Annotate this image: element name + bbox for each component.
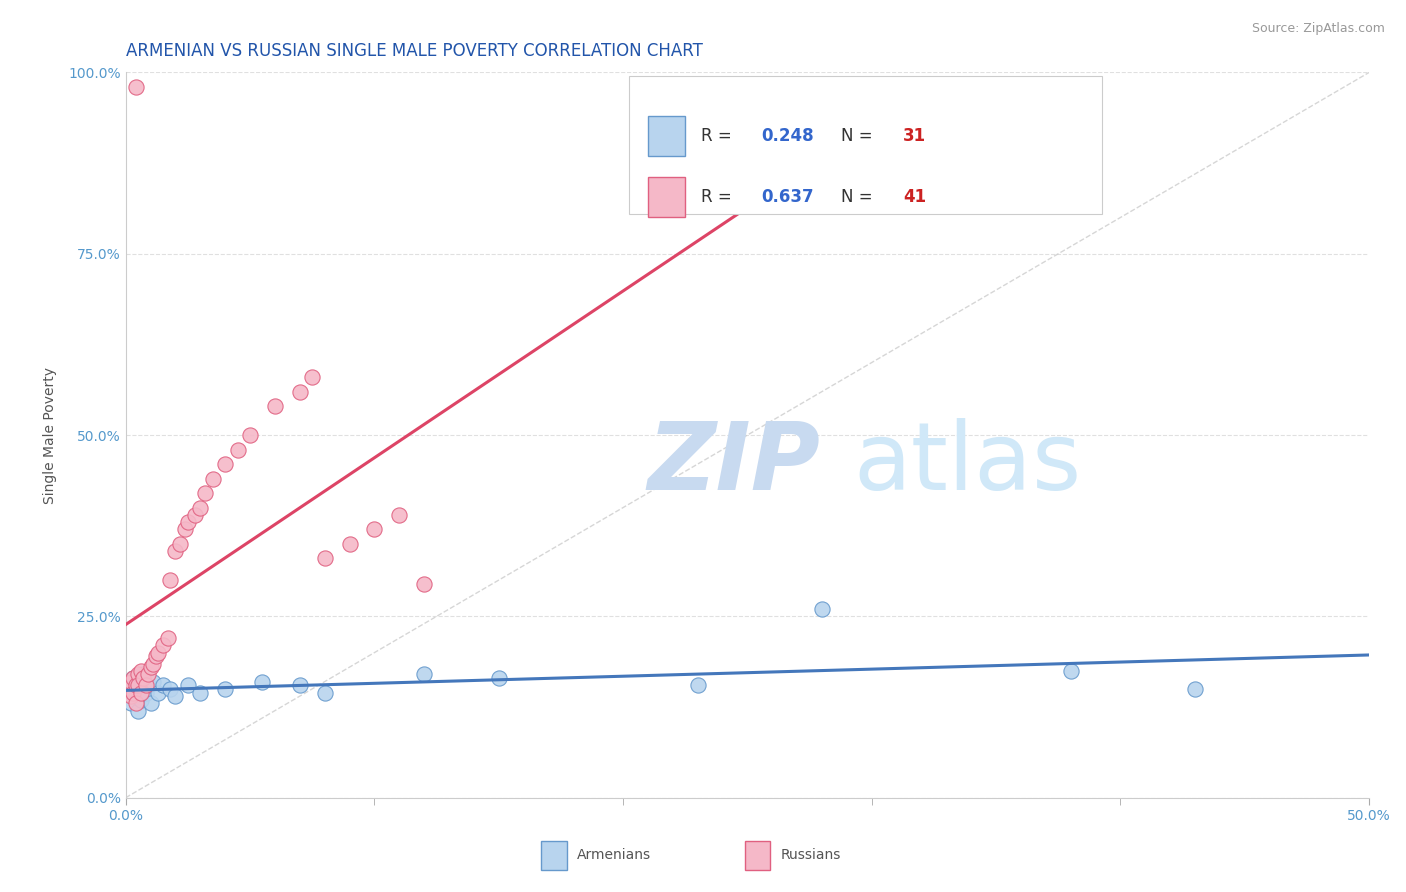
Point (301, 370, 323, 384)
Point (120, 674, 142, 689)
Point (252, 674, 274, 689)
Point (142, 674, 165, 689)
Point (159, 681, 181, 696)
Point (226, 442, 249, 457)
Point (488, 671, 510, 685)
Point (145, 649, 167, 664)
Point (124, 697, 146, 711)
Text: 41: 41 (903, 188, 927, 206)
FancyBboxPatch shape (648, 116, 685, 155)
Point (117, 681, 139, 696)
Text: Russians: Russians (780, 848, 841, 863)
Point (117, 681, 139, 696)
Point (388, 508, 411, 522)
Text: R =: R = (702, 127, 737, 145)
Point (152, 678, 174, 692)
Point (124, 689, 146, 703)
Point (686, 678, 709, 692)
Point (339, 537, 361, 551)
Point (201, 472, 224, 486)
Point (136, 667, 159, 681)
Point (132, 667, 155, 681)
Text: N =: N = (841, 188, 877, 206)
Point (129, 692, 152, 706)
Point (214, 457, 236, 471)
Point (139, 697, 162, 711)
Point (152, 639, 174, 653)
Point (132, 681, 155, 696)
Point (177, 678, 200, 692)
Point (413, 576, 436, 591)
Text: Armenians: Armenians (576, 848, 651, 863)
Point (188, 685, 211, 699)
Point (1060, 664, 1083, 678)
Text: Source: ZipAtlas.com: Source: ZipAtlas.com (1251, 22, 1385, 36)
Text: R =: R = (702, 188, 737, 206)
Point (136, 678, 159, 692)
Point (127, 667, 149, 681)
Point (127, 704, 149, 718)
Point (314, 685, 336, 699)
Point (159, 573, 181, 587)
Point (288, 384, 311, 399)
Point (413, 667, 436, 681)
Point (169, 537, 191, 551)
Point (177, 515, 200, 529)
Point (129, 685, 152, 699)
Text: 31: 31 (903, 127, 927, 145)
Point (174, 522, 197, 536)
Point (142, 657, 165, 671)
Point (122, 671, 145, 685)
Point (139, 660, 162, 674)
Point (132, 671, 155, 685)
FancyBboxPatch shape (648, 178, 685, 218)
Point (184, 508, 207, 522)
FancyBboxPatch shape (630, 76, 1102, 214)
Point (363, 522, 385, 536)
Point (194, 486, 217, 500)
Point (127, 678, 149, 692)
Point (811, 602, 834, 616)
Point (120, 697, 142, 711)
Text: ARMENIAN VS RUSSIAN SINGLE MALE POVERTY CORRELATION CHART: ARMENIAN VS RUSSIAN SINGLE MALE POVERTY … (125, 42, 703, 60)
Point (214, 681, 236, 696)
Text: 0.248: 0.248 (761, 127, 814, 145)
Text: ZIP: ZIP (648, 418, 821, 510)
Point (314, 551, 336, 566)
Point (146, 685, 169, 699)
Point (129, 664, 152, 678)
Point (129, 674, 152, 689)
Point (288, 678, 311, 692)
Text: 0.637: 0.637 (761, 188, 814, 206)
Point (1184, 681, 1206, 696)
Point (135, 678, 157, 692)
Point (165, 544, 187, 558)
Y-axis label: Single Male Poverty: Single Male Poverty (44, 367, 58, 504)
Point (127, 678, 149, 692)
Point (165, 689, 187, 703)
Point (122, 685, 145, 699)
Point (156, 631, 179, 645)
Point (188, 500, 211, 515)
Point (264, 399, 287, 413)
Point (120, 689, 142, 703)
Point (122, 685, 145, 699)
Point (122, 671, 145, 685)
Point (135, 685, 157, 699)
Point (239, 428, 262, 442)
Point (124, 79, 146, 94)
Text: N =: N = (841, 127, 877, 145)
Point (146, 646, 169, 660)
Text: atlas: atlas (853, 418, 1081, 510)
Point (124, 678, 146, 692)
